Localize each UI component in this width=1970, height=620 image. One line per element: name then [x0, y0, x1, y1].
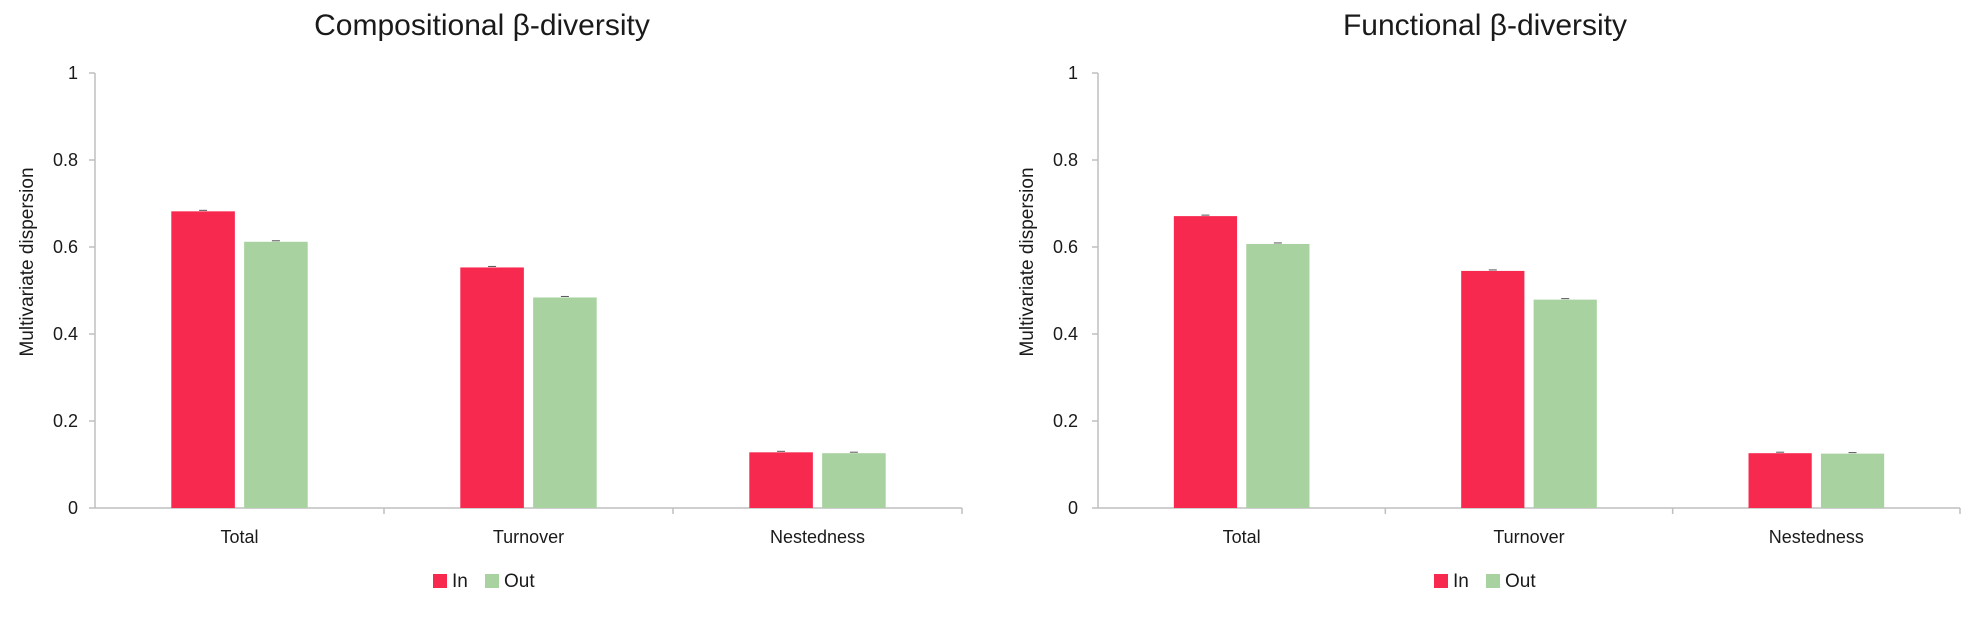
chart-functional: Functional β-diversity Multivariate disp…: [1017, 9, 1961, 592]
y-tick-label: 0.6: [1053, 237, 1078, 257]
legend-label-out: Out: [1505, 571, 1536, 592]
chart-title: Functional β-diversity: [1343, 9, 1627, 42]
y-tick-label: 0: [1068, 498, 1078, 518]
bar-out-nestedness: [1820, 453, 1885, 508]
y-axis-title: Multivariate dispersion: [17, 167, 38, 356]
legend-swatch-in: [433, 574, 447, 588]
y-tick-label: 0.4: [53, 324, 78, 344]
y-tick-label: 1: [68, 63, 78, 83]
chart-marks: 0 0.2 0.4 0.6 0.8 1 Total Turnover Nestedness: [53, 63, 963, 547]
bar-in-nestedness: [1748, 453, 1812, 508]
bar-out-turnover: [1533, 299, 1597, 508]
y-tick-label: 0.2: [1053, 411, 1078, 431]
y-tick-label: 0.2: [53, 411, 78, 431]
y-tick-label: 0.6: [53, 237, 78, 257]
bar-out-nestedness: [822, 453, 886, 508]
chart-compositional: Compositional β-diversity Multivariate d…: [17, 9, 963, 592]
x-category-label: Turnover: [1493, 527, 1564, 547]
y-tick-label: 0: [68, 498, 78, 518]
y-tick-label: 1: [1068, 63, 1078, 83]
x-category-label: Total: [220, 527, 258, 547]
bar-in-turnover: [1461, 270, 1525, 508]
x-category-label: Total: [1223, 527, 1261, 547]
bar-out-total: [244, 241, 308, 508]
chart-title: Compositional β-diversity: [314, 9, 650, 42]
x-category-label: Turnover: [493, 527, 564, 547]
y-tick-label: 0.4: [1053, 324, 1078, 344]
legend-label-in: In: [1453, 571, 1469, 592]
chart-marks: 0 0.2 0.4 0.6 0.8 1 Total Turnover Nestedness: [1053, 63, 1961, 547]
x-category-label: Nestedness: [770, 527, 865, 547]
y-tick-label: 0.8: [1053, 150, 1078, 170]
y-tick-label: 0.8: [53, 150, 78, 170]
chart-panel-compositional: Compositional β-diversity Multivariate d…: [17, 9, 963, 592]
legend: In Out: [433, 571, 535, 592]
legend-swatch-out: [485, 574, 499, 588]
legend-label-in: In: [452, 571, 468, 592]
bar-out-total: [1246, 243, 1310, 508]
legend: In Out: [1434, 571, 1536, 592]
legend-swatch-in: [1434, 574, 1448, 588]
legend-swatch-out: [1486, 574, 1500, 588]
bar-in-total: [1173, 216, 1238, 509]
bar-in-nestedness: [749, 452, 813, 508]
bar-out-turnover: [533, 297, 597, 508]
legend-label-out: Out: [504, 571, 535, 592]
bar-in-turnover: [460, 267, 524, 508]
chart-panel-functional: Functional β-diversity Multivariate disp…: [985, 0, 1970, 620]
x-category-label: Nestedness: [1769, 527, 1864, 547]
bar-in-total: [171, 211, 235, 508]
y-axis-title: Multivariate dispersion: [1017, 167, 1038, 356]
